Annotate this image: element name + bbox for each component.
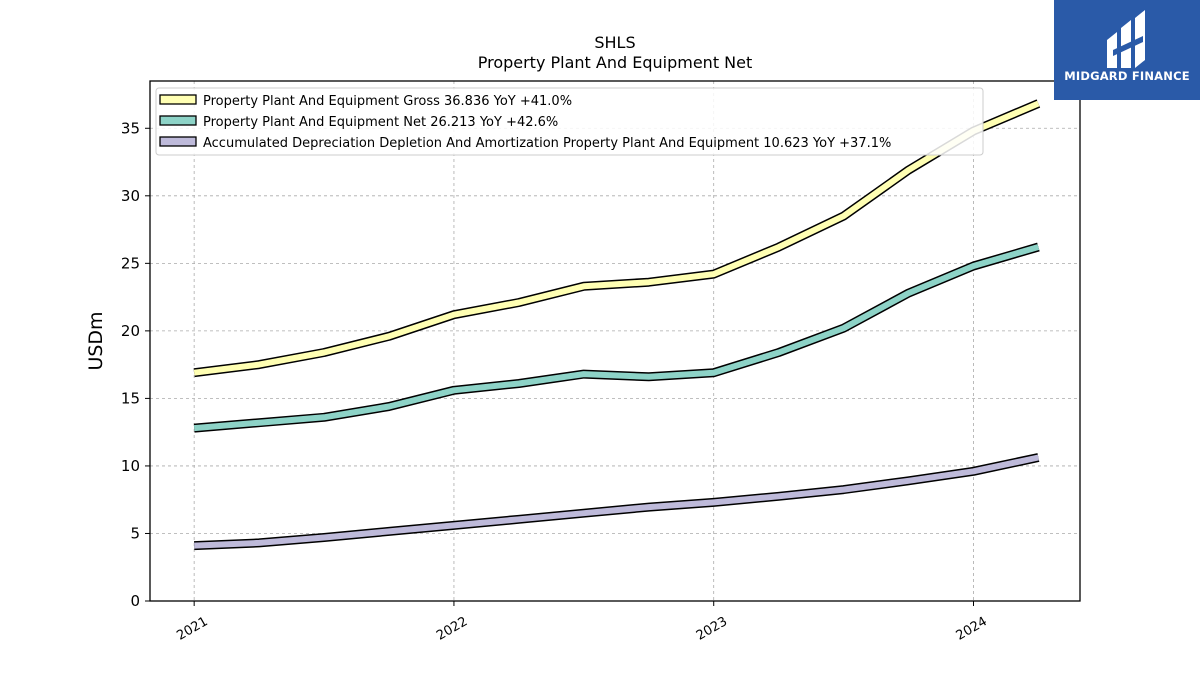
series-lines (193, 99, 1041, 551)
legend-entry: Accumulated Depreciation Depletion And A… (203, 136, 891, 151)
x-tick-label: 2022 (434, 614, 470, 644)
series-outline (193, 242, 1040, 433)
series-line-1 (193, 100, 1040, 376)
legend-swatch (159, 136, 197, 147)
x-axis: 2021 2022 2023 2024 (174, 601, 990, 644)
legend-entry: Property Plant And Equipment Gross 36.83… (203, 94, 572, 109)
y-tick-label: 5 (130, 524, 140, 542)
chart-title: SHLS (594, 33, 635, 52)
series-line-3 (194, 454, 1040, 549)
series-line-2 (193, 244, 1040, 432)
x-tick-label: 2024 (954, 614, 990, 644)
y-tick-label: 35 (121, 119, 140, 137)
midgard-finance-logo: MIDGARD FINANCE (1054, 0, 1200, 100)
y-tick-label: 10 (121, 457, 140, 475)
legend-entry: Property Plant And Equipment Net 26.213 … (203, 115, 558, 130)
logo-text: MIDGARD FINANCE (1064, 69, 1190, 83)
plot-frame (149, 80, 1081, 602)
y-tick-label: 0 (130, 592, 140, 610)
series-outline (194, 453, 1040, 551)
legend-box (155, 87, 984, 156)
legend-swatch (159, 115, 197, 126)
legend-swatch (159, 94, 197, 105)
y-axis: 0 5 10 15 20 25 30 35 (121, 119, 150, 610)
y-tick-label: 30 (121, 187, 140, 205)
y-tick-label: 25 (121, 254, 140, 272)
chart-subtitle: Property Plant And Equipment Net (478, 53, 753, 72)
legend: Property Plant And Equipment Gross 36.83… (155, 87, 984, 156)
x-tick-label: 2023 (694, 614, 730, 644)
y-tick-label: 15 (121, 389, 140, 407)
y-tick-label: 20 (121, 322, 140, 340)
logo-mark-icon (1107, 10, 1145, 68)
grid (150, 81, 1080, 602)
x-tick-label: 2021 (174, 614, 210, 644)
y-axis-label: USDm (85, 311, 107, 370)
